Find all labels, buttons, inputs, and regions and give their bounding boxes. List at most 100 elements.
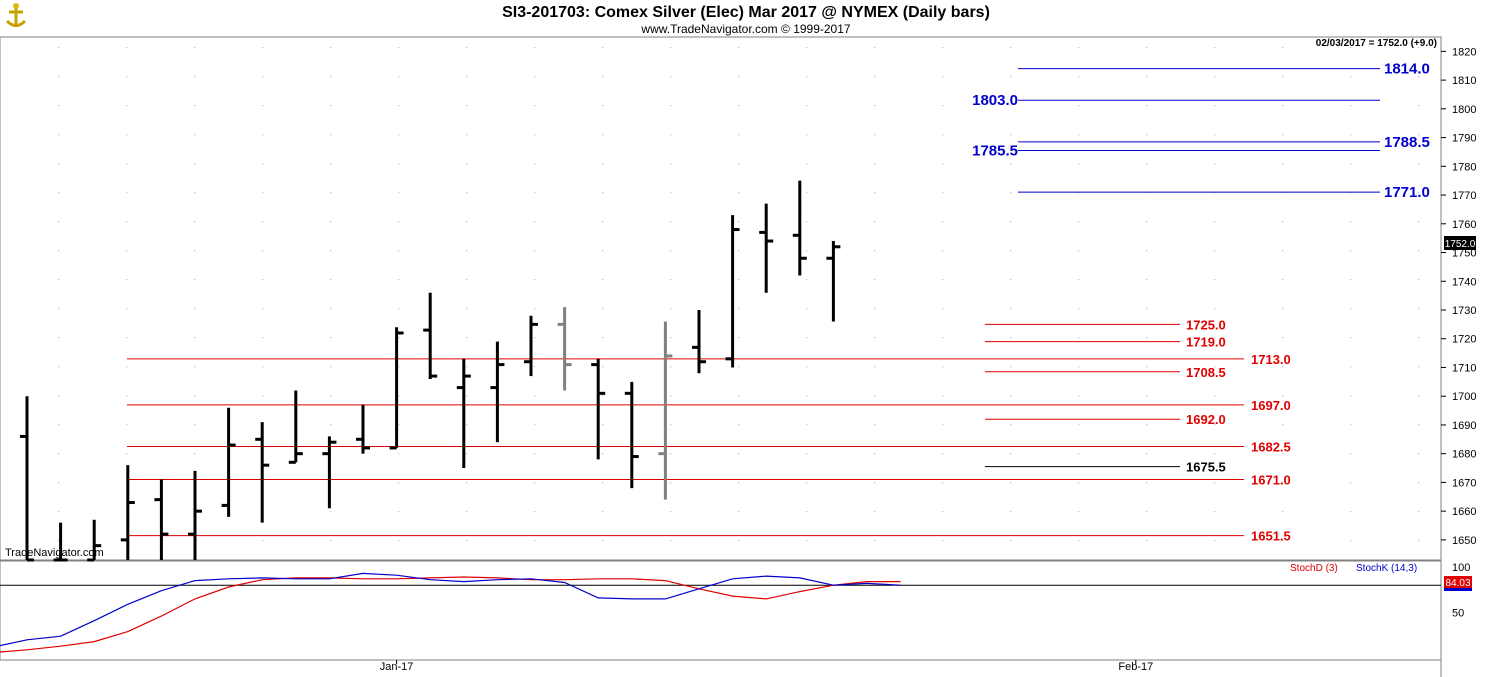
grid-dot [262, 105, 264, 107]
grid-dot [58, 221, 60, 223]
grid-dot [602, 540, 604, 542]
grid-dot [1010, 250, 1012, 252]
grid-dot [874, 540, 876, 542]
grid-dot [330, 105, 332, 107]
stoch-k-line [0, 572, 901, 647]
grid-dot [330, 47, 332, 49]
grid-dot [126, 47, 128, 49]
grid-dot [874, 366, 876, 368]
grid-dot [398, 453, 400, 455]
ohlc-bar [53, 522, 68, 562]
price-tick-label: 1650 [1452, 535, 1476, 547]
price-tick-label: 1770 [1452, 190, 1476, 202]
price-bars [20, 180, 841, 562]
price-tick-label: 1750 [1452, 248, 1476, 260]
grid-dot [602, 76, 604, 78]
grid-dot [534, 221, 536, 223]
grid-dot [534, 453, 536, 455]
grid-dot [670, 250, 672, 252]
grid-dot [398, 482, 400, 484]
grid-dot [126, 134, 128, 136]
grid-dot [602, 424, 604, 426]
grid-dot [602, 163, 604, 165]
grid-dot [194, 250, 196, 252]
grid-dot [330, 134, 332, 136]
grid-dot [942, 453, 944, 455]
grid-dot [1214, 540, 1216, 542]
grid-dot [806, 511, 808, 513]
grid-dot [1418, 366, 1420, 368]
grid-dot [262, 279, 264, 281]
grid-dot [1214, 366, 1216, 368]
grid-dot [738, 366, 740, 368]
trade-navigator-logo-icon[interactable] [2, 2, 30, 37]
grid-dot [1282, 279, 1284, 281]
grid-dot [1282, 337, 1284, 339]
grid-dot [1010, 134, 1012, 136]
ohlc-bar [557, 307, 572, 391]
grid-dot [806, 105, 808, 107]
grid-dot [670, 337, 672, 339]
grid-dot [602, 453, 604, 455]
grid-dot [58, 163, 60, 165]
grid-dot [126, 453, 128, 455]
grid-dot [806, 337, 808, 339]
ohlc-bar [322, 436, 337, 509]
stoch-value-tag-underline [1444, 588, 1472, 591]
grid-dot [534, 105, 536, 107]
grid-dot [942, 192, 944, 194]
grid-dot [738, 47, 740, 49]
grid-dot [398, 105, 400, 107]
grid-dot [194, 337, 196, 339]
chart-subtitle: www.TradeNavigator.com © 1999-2017 [641, 22, 851, 36]
grid-dot [1418, 308, 1420, 310]
price-tick-label: 1710 [1452, 362, 1476, 374]
grid-dot [466, 337, 468, 339]
price-tick-label: 1810 [1452, 75, 1476, 87]
ohlc-bar [490, 341, 505, 443]
grid-dot [1146, 511, 1148, 513]
grid-dot [58, 540, 60, 542]
grid-dot [126, 192, 128, 194]
ohlc-bar [725, 215, 740, 368]
grid-dot [1350, 279, 1352, 281]
grid-dot [602, 511, 604, 513]
grid-dot [1418, 163, 1420, 165]
grid-dot [330, 250, 332, 252]
grid-dot [534, 308, 536, 310]
grid-dot [602, 250, 604, 252]
grid-dot [1010, 308, 1012, 310]
level-label: 1814.0 [1384, 61, 1430, 78]
grid-dot [1010, 424, 1012, 426]
grid-dot [1146, 366, 1148, 368]
grid-dot [1078, 163, 1080, 165]
grid-dot [1418, 279, 1420, 281]
ohlc-bar [456, 358, 471, 469]
level-label: 1803.0 [972, 92, 1018, 109]
ohlc-bar [20, 396, 34, 562]
grid-dot [738, 192, 740, 194]
grid-dot [58, 366, 60, 368]
grid-dot [670, 105, 672, 107]
grid-dot [1214, 482, 1216, 484]
ohlc-bar [154, 479, 169, 560]
stoch-k-legend: StochK (14,3) [1356, 563, 1417, 574]
ohlc-bar [759, 203, 774, 293]
grid-dot [1214, 250, 1216, 252]
grid-dot [126, 308, 128, 310]
price-tick-label: 1720 [1452, 334, 1476, 346]
grid-dot [1214, 424, 1216, 426]
grid-dot [1214, 395, 1216, 397]
ohlc-bar [826, 241, 841, 322]
grid-dot [194, 192, 196, 194]
grid-dot [1146, 105, 1148, 107]
grid-dot [534, 250, 536, 252]
grid-dot [1282, 366, 1284, 368]
grid-dot [1146, 163, 1148, 165]
grid-dot [874, 337, 876, 339]
grid-dot [1078, 482, 1080, 484]
grid-dot [738, 76, 740, 78]
date-tick-label: Jan-17 [380, 661, 414, 673]
ohlc-bar [356, 404, 370, 454]
grid-dot [942, 250, 944, 252]
